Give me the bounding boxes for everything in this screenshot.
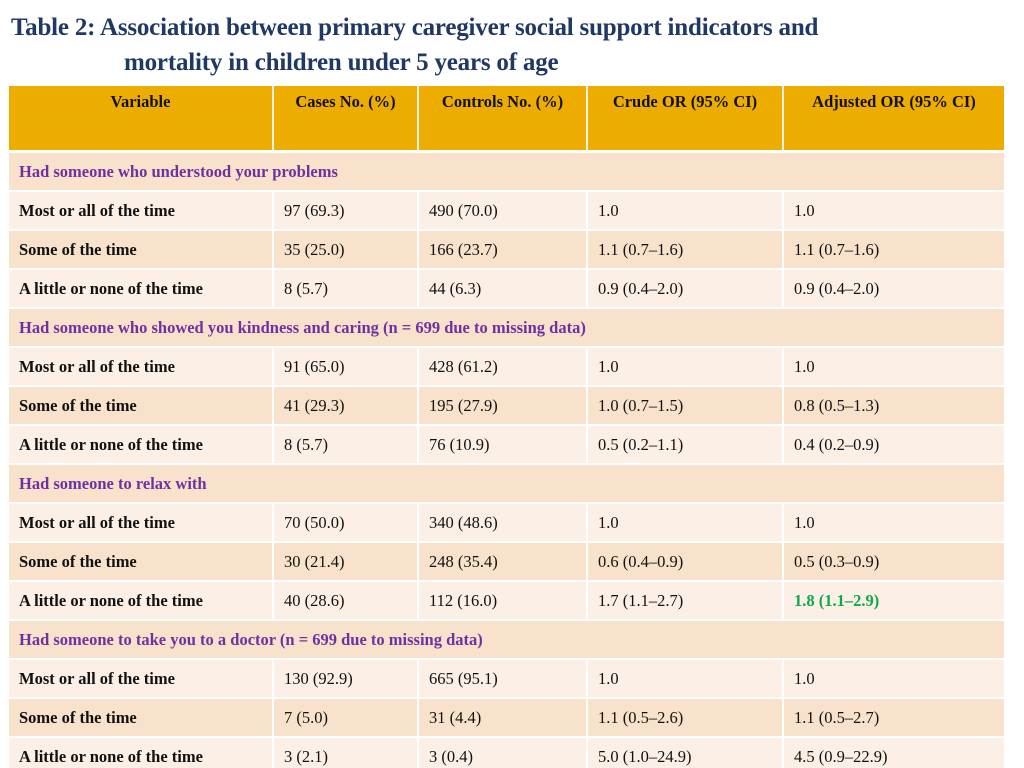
- adjusted-or-cell-highlighted: 1.8 (1.1–2.9): [783, 581, 1004, 621]
- variable-cell: A little or none of the time: [9, 269, 274, 309]
- cases-cell: 70 (50.0): [273, 503, 419, 543]
- adjusted-or-cell: 1.1 (0.7–1.6): [783, 230, 1004, 270]
- adjusted-or-cell: 1.1 (0.5–2.7): [783, 698, 1004, 738]
- cases-cell: 35 (25.0): [273, 230, 419, 270]
- table-row: Most or all of the time 97 (69.3) 490 (7…: [9, 191, 1004, 231]
- controls-cell: 3 (0.4): [418, 737, 588, 768]
- controls-cell: 112 (16.0): [418, 581, 588, 621]
- table-body: Had someone who understood your problems…: [9, 151, 1004, 768]
- table-row: A little or none of the time 40 (28.6) 1…: [9, 581, 1004, 621]
- cases-cell: 8 (5.7): [273, 269, 419, 309]
- table-row: Most or all of the time 70 (50.0) 340 (4…: [9, 503, 1004, 543]
- section-title: Had someone to relax with: [9, 464, 1004, 504]
- table-row: Most or all of the time 91 (65.0) 428 (6…: [9, 347, 1004, 387]
- table-title-line2: mortality in children under 5 years of a…: [124, 49, 559, 76]
- adjusted-or-cell: 1.0: [783, 659, 1004, 699]
- section-title: Had someone who showed you kindness and …: [9, 308, 1004, 348]
- crude-or-cell: 1.0: [587, 659, 784, 699]
- adjusted-or-cell: 0.4 (0.2–0.9): [783, 425, 1004, 465]
- variable-cell: Most or all of the time: [9, 347, 274, 387]
- header-controls: Controls No. (%): [418, 86, 588, 153]
- variable-cell: Most or all of the time: [9, 191, 274, 231]
- controls-cell: 166 (23.7): [418, 230, 588, 270]
- adjusted-or-cell: 0.5 (0.3–0.9): [783, 542, 1004, 582]
- section-title: Had someone who understood your problems: [9, 151, 1004, 192]
- crude-or-cell: 1.0: [587, 191, 784, 231]
- variable-cell: Some of the time: [9, 386, 274, 426]
- cases-cell: 91 (65.0): [273, 347, 419, 387]
- variable-cell: Some of the time: [9, 698, 274, 738]
- table-title-line1: Table 2: Association between primary car…: [11, 14, 819, 41]
- controls-cell: 44 (6.3): [418, 269, 588, 309]
- cases-cell: 97 (69.3): [273, 191, 419, 231]
- section-row: Had someone who showed you kindness and …: [9, 308, 1004, 348]
- table-row: Most or all of the time 130 (92.9) 665 (…: [9, 659, 1004, 699]
- crude-or-cell: 1.0: [587, 503, 784, 543]
- crude-or-cell: 1.1 (0.5–2.6): [587, 698, 784, 738]
- section-row: Had someone to relax with: [9, 464, 1004, 504]
- controls-cell: 248 (35.4): [418, 542, 588, 582]
- cases-cell: 8 (5.7): [273, 425, 419, 465]
- cases-cell: 130 (92.9): [273, 659, 419, 699]
- section-row: Had someone to take you to a doctor (n =…: [9, 620, 1004, 660]
- controls-cell: 76 (10.9): [418, 425, 588, 465]
- adjusted-or-cell: 1.0: [783, 191, 1004, 231]
- adjusted-or-cell: 0.8 (0.5–1.3): [783, 386, 1004, 426]
- section-row: Had someone who understood your problems: [9, 151, 1004, 192]
- table-row: Some of the time 35 (25.0) 166 (23.7) 1.…: [9, 230, 1004, 270]
- adjusted-or-cell: 1.0: [783, 503, 1004, 543]
- adjusted-or-cell: 4.5 (0.9–22.9): [783, 737, 1004, 768]
- cases-cell: 7 (5.0): [273, 698, 419, 738]
- table-header: Variable Cases No. (%) Controls No. (%) …: [9, 86, 1004, 153]
- cases-cell: 40 (28.6): [273, 581, 419, 621]
- header-adjusted-or: Adjusted OR (95% CI): [783, 86, 1004, 153]
- variable-cell: Most or all of the time: [9, 503, 274, 543]
- controls-cell: 31 (4.4): [418, 698, 588, 738]
- table-row: Some of the time 41 (29.3) 195 (27.9) 1.…: [9, 386, 1004, 426]
- table-row: A little or none of the time 8 (5.7) 76 …: [9, 425, 1004, 465]
- cases-cell: 41 (29.3): [273, 386, 419, 426]
- variable-cell: A little or none of the time: [9, 425, 274, 465]
- section-title: Had someone to take you to a doctor (n =…: [9, 620, 1004, 660]
- association-table: Variable Cases No. (%) Controls No. (%) …: [9, 86, 1004, 768]
- cases-cell: 30 (21.4): [273, 542, 419, 582]
- adjusted-or-cell: 0.9 (0.4–2.0): [783, 269, 1004, 309]
- table-row: Some of the time 7 (5.0) 31 (4.4) 1.1 (0…: [9, 698, 1004, 738]
- crude-or-cell: 1.7 (1.1–2.7): [587, 581, 784, 621]
- adjusted-or-cell: 1.0: [783, 347, 1004, 387]
- table-row: A little or none of the time 3 (2.1) 3 (…: [9, 737, 1004, 768]
- header-variable: Variable: [9, 86, 274, 153]
- controls-cell: 428 (61.2): [418, 347, 588, 387]
- controls-cell: 665 (95.1): [418, 659, 588, 699]
- header-row: Variable Cases No. (%) Controls No. (%) …: [9, 86, 1004, 153]
- variable-cell: Most or all of the time: [9, 659, 274, 699]
- crude-or-cell: 1.0: [587, 347, 784, 387]
- crude-or-cell: 1.1 (0.7–1.6): [587, 230, 784, 270]
- table-row: Some of the time 30 (21.4) 248 (35.4) 0.…: [9, 542, 1004, 582]
- crude-or-cell: 5.0 (1.0–24.9): [587, 737, 784, 768]
- cases-cell: 3 (2.1): [273, 737, 419, 768]
- table-row: A little or none of the time 8 (5.7) 44 …: [9, 269, 1004, 309]
- variable-cell: Some of the time: [9, 230, 274, 270]
- controls-cell: 490 (70.0): [418, 191, 588, 231]
- crude-or-cell: 1.0 (0.7–1.5): [587, 386, 784, 426]
- variable-cell: A little or none of the time: [9, 581, 274, 621]
- variable-cell: A little or none of the time: [9, 737, 274, 768]
- controls-cell: 340 (48.6): [418, 503, 588, 543]
- table-title: Table 2: Association between primary car…: [11, 10, 1021, 80]
- variable-cell: Some of the time: [9, 542, 274, 582]
- controls-cell: 195 (27.9): [418, 386, 588, 426]
- crude-or-cell: 0.9 (0.4–2.0): [587, 269, 784, 309]
- crude-or-cell: 0.5 (0.2–1.1): [587, 425, 784, 465]
- header-crude-or: Crude OR (95% CI): [587, 86, 784, 153]
- header-cases: Cases No. (%): [273, 86, 419, 153]
- crude-or-cell: 0.6 (0.4–0.9): [587, 542, 784, 582]
